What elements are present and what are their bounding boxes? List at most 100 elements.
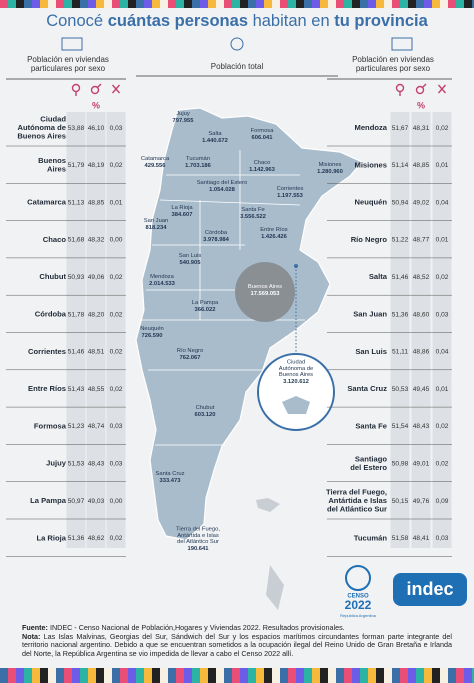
row-name: Formosa xyxy=(34,421,67,430)
map-value: 603.120 xyxy=(195,412,216,418)
row-value: 51,58 xyxy=(392,535,409,542)
decor-bottom xyxy=(200,668,208,683)
x-icon xyxy=(111,84,121,94)
decor-bottom xyxy=(376,668,384,683)
decor-top xyxy=(392,0,400,8)
row-value: 0,02 xyxy=(110,311,123,318)
row-name: Autónoma de xyxy=(17,123,66,132)
decor-bottom xyxy=(192,668,200,683)
decor-bottom xyxy=(152,668,160,683)
decor-bottom xyxy=(416,668,424,683)
row-value: 48,86 xyxy=(413,349,430,356)
row-name: Tucumán xyxy=(354,533,388,542)
decor-bottom xyxy=(64,668,72,683)
decor-bottom xyxy=(104,668,112,683)
decor-top xyxy=(232,0,240,8)
decor-bottom xyxy=(312,668,320,683)
decor-top xyxy=(416,0,424,8)
decor-top xyxy=(400,0,408,8)
decor-bottom xyxy=(464,668,472,683)
row-value: 48,32 xyxy=(88,237,105,244)
row-value: 51,46 xyxy=(392,274,409,281)
decor-top xyxy=(272,0,280,8)
decor-bottom xyxy=(368,668,376,683)
percent: % xyxy=(417,100,425,110)
map-borders xyxy=(140,150,305,446)
decor-bottom xyxy=(80,668,88,683)
censo-text: CENSO xyxy=(347,594,369,600)
decor-top xyxy=(448,0,456,8)
row-value: 48,77 xyxy=(413,237,430,244)
column-bg xyxy=(432,112,452,548)
male-icon xyxy=(97,83,102,88)
decor-top xyxy=(200,0,208,8)
decor-bottom xyxy=(352,668,360,683)
row-name: Tierra del Fuego, xyxy=(326,487,387,496)
decor-top xyxy=(352,0,360,8)
decor-bottom xyxy=(216,668,224,683)
row-value: 0,03 xyxy=(436,311,449,318)
decor-top xyxy=(304,0,312,8)
decor-bottom xyxy=(440,668,448,683)
indec-logo xyxy=(393,573,467,606)
row-name: Buenos xyxy=(38,156,66,165)
row-value: 51,11 xyxy=(392,349,408,356)
column-bg xyxy=(106,112,126,548)
decor-top xyxy=(464,0,472,8)
decor-bottom xyxy=(176,668,184,683)
map-label: Buenos Aires xyxy=(248,284,282,290)
decor-bottom xyxy=(304,668,312,683)
source-text: INDEC - Censo Nacional de Población,Hoga… xyxy=(47,623,345,632)
male-icon xyxy=(90,85,100,95)
decor-bottom xyxy=(448,668,456,683)
male-icon xyxy=(422,83,427,88)
decor-top xyxy=(136,0,144,8)
row-name: Neuquén xyxy=(355,198,388,207)
decor-top xyxy=(64,0,72,8)
row-value: 48,55 xyxy=(88,386,105,393)
row-name: Corrientes xyxy=(28,347,66,356)
row-name: Santa Fe xyxy=(355,421,387,430)
note: Nota: Las Islas Malvinas, Georgias del S… xyxy=(22,632,452,659)
row-value: 0,02 xyxy=(436,460,449,467)
decor-top xyxy=(472,0,474,8)
decor-top xyxy=(320,0,328,8)
row-value: 48,31 xyxy=(413,125,430,132)
decor-bottom xyxy=(272,668,280,683)
row-value: 0,03 xyxy=(110,125,123,132)
row-name: San Luis xyxy=(355,347,387,356)
row-value: 51,46 xyxy=(68,349,85,356)
row-value: 0,03 xyxy=(110,423,123,430)
map-value: 3.978.984 xyxy=(203,237,230,243)
decor-bottom xyxy=(424,668,432,683)
decor-top xyxy=(128,0,136,8)
decor-bottom xyxy=(208,668,216,683)
column-bg xyxy=(390,112,410,548)
row-value: 48,20 xyxy=(88,311,105,318)
row-name: Mendoza xyxy=(355,123,388,132)
decor-bottom xyxy=(384,668,392,683)
decor-top xyxy=(248,0,256,8)
decor-bottom xyxy=(112,668,120,683)
row-value: 0,01 xyxy=(436,386,449,393)
map-value: 726.590 xyxy=(142,333,163,339)
decor-top xyxy=(296,0,304,8)
decor-bottom xyxy=(56,668,64,683)
title-part: Conocé xyxy=(46,12,107,30)
map-value: 333.473 xyxy=(160,478,182,484)
caba-shape xyxy=(282,396,310,414)
row-value: 49,02 xyxy=(413,199,430,206)
map-label: Buenos Aires xyxy=(279,372,313,378)
row-value: 51,14 xyxy=(392,162,409,169)
map-value: 17.569.053 xyxy=(250,291,280,297)
map-label: La Pampa xyxy=(192,300,219,306)
row-name: Santiago xyxy=(355,454,387,463)
row-value: 0,00 xyxy=(110,237,123,244)
row-value: 0,02 xyxy=(110,535,123,542)
row-value: 49,01 xyxy=(413,460,430,467)
row-name: Salta xyxy=(369,272,388,281)
map-value: 3.120.612 xyxy=(283,379,309,385)
connector-dot xyxy=(294,264,298,268)
row-name: San Juan xyxy=(353,310,387,319)
